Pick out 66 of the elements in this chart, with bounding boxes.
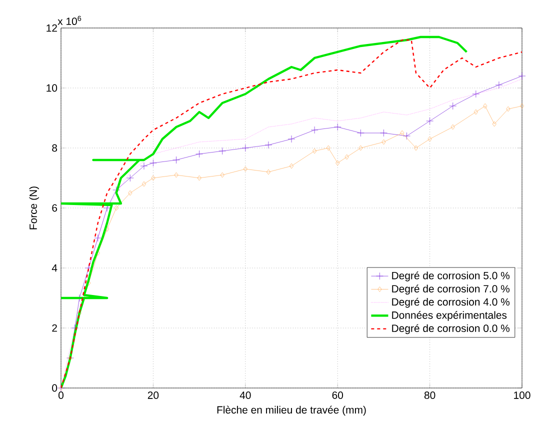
y-axis-title: Force (N) (29, 186, 40, 230)
point (289, 163, 294, 169)
point (483, 103, 488, 109)
point (344, 154, 349, 160)
point (266, 169, 271, 175)
point (414, 145, 418, 151)
point (310, 126, 318, 134)
x-tick-label: 20 (148, 392, 159, 399)
point (174, 172, 178, 178)
point (264, 141, 272, 149)
y-tick-label: 10 (46, 84, 58, 92)
point (400, 130, 404, 136)
point (242, 144, 250, 152)
point (336, 160, 340, 166)
x-tick-label: 0 (58, 392, 64, 399)
legend-label: Degré de corrosion 4.0 % (392, 298, 510, 308)
point (142, 181, 146, 187)
y-tick-label: 6 (52, 204, 58, 212)
point (196, 150, 203, 158)
point (450, 124, 455, 130)
x-axis-title: Flèche en milieu de travée (mm) (217, 406, 366, 416)
point (520, 103, 524, 109)
legend-label: Données expérimentales (392, 311, 507, 321)
point (382, 139, 386, 145)
point (380, 129, 388, 137)
point (172, 156, 180, 164)
point (403, 132, 410, 140)
point (326, 145, 330, 151)
point (197, 175, 202, 181)
y-tick-label: 2 (52, 324, 57, 332)
point (474, 109, 478, 115)
point (518, 72, 526, 80)
point (312, 148, 317, 154)
point (128, 190, 132, 196)
point (506, 106, 510, 112)
point (472, 90, 480, 98)
point (114, 205, 118, 211)
point (492, 121, 496, 127)
x-tick-label: 100 (514, 392, 530, 399)
y-tick-label: 8 (52, 144, 58, 152)
point (426, 117, 434, 125)
point (218, 147, 226, 155)
point (449, 102, 457, 110)
point (151, 175, 156, 181)
point (243, 166, 248, 172)
legend-label: Degré de corrosion 5.0 % (392, 271, 510, 282)
point (356, 129, 364, 137)
x-tick-label: 60 (332, 392, 344, 399)
point (288, 135, 296, 143)
legend-label: Degré de corrosion 0.0 % (392, 324, 510, 334)
point (495, 81, 503, 89)
x-tick-label: 80 (424, 392, 436, 399)
y-tick-label: 0 (52, 384, 58, 392)
point (220, 172, 224, 178)
point (358, 145, 363, 151)
x-tick-label: 40 (240, 392, 251, 399)
point (150, 159, 157, 167)
point (428, 136, 432, 142)
point (126, 174, 134, 182)
point (140, 162, 148, 170)
y-tick-label: 4 (52, 264, 58, 272)
legend-label: Degré de corrosion 7.0 % (392, 284, 510, 295)
text: x 10$^{6}$ (58, 16, 82, 26)
point (334, 123, 342, 131)
y-tick-label: 12 (46, 24, 57, 32)
point (94, 234, 102, 242)
